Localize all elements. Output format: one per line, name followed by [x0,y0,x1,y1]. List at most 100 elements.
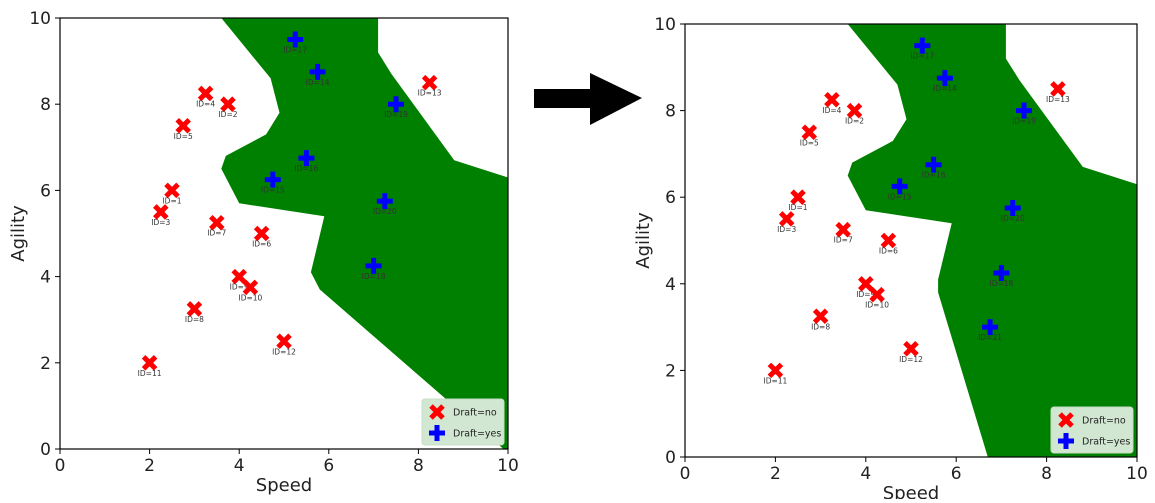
data-point-yes [264,171,281,188]
data-point-yes [309,63,326,80]
point-label: ID=1 [788,203,807,212]
data-point-no [801,124,818,141]
data-point-no [242,279,259,296]
legend-label: Draft=no [453,408,497,419]
point-label: ID=11 [138,369,162,378]
y-tick-label: 6 [665,188,676,208]
y-tick-label: 10 [29,9,51,29]
point-label: ID=16 [294,164,318,173]
scatter-chart-before: 0 2 4 6 8 10 0 2 4 6 8 10 Speed Agility ID=1 ID=2 ID=3 ID… [8,9,519,496]
right-arrow-icon [534,73,642,125]
y-tick-label: 0 [665,448,676,468]
data-point-no [153,204,169,220]
point-label: ID=17 [283,46,307,55]
data-point-no [253,225,270,242]
data-point-no [141,355,158,371]
data-point-no [209,214,225,231]
point-label: ID=6 [252,240,271,249]
point-label: ID=8 [811,322,830,331]
data-point-no [846,102,863,119]
point-label: ID=5 [174,132,193,141]
data-point-no [175,117,191,134]
data-point-no [197,85,214,102]
plot-frame [59,17,509,450]
data-point-yes [891,178,908,195]
point-label: ID=21 [978,333,1002,342]
y-tick-label: 0 [40,440,51,460]
point-label: ID=2 [218,110,237,119]
point-label: ID=12 [899,355,923,364]
x-tick-label: 2 [770,464,781,484]
data-point-yes [376,193,393,210]
point-label: ID=4 [196,99,215,108]
x-tick-label: 10 [1126,464,1148,484]
data-point-no [790,189,806,205]
legend-marker-no [1058,412,1074,428]
point-label: ID=2 [845,117,864,126]
point-label: ID=20 [373,207,397,216]
plot-frame [684,23,1138,458]
legend-label: Draft=yes [453,429,501,440]
data-point-no [858,276,874,292]
y-tick-label: 4 [665,275,676,295]
point-label: ID=16 [922,171,946,180]
x-tick-label: 10 [497,456,519,476]
legend: Draft=no Draft=yes [1050,406,1134,454]
data-point-no [869,286,885,303]
point-label: ID=15 [261,186,285,195]
data-point-yes [1004,200,1021,217]
data-point-yes [298,150,315,167]
point-label: ID=3 [777,225,796,234]
data-point-no [778,211,795,227]
point-label: ID=7 [207,229,226,238]
point-label: ID=17 [910,52,934,61]
data-point-no [835,221,851,238]
data-point-yes [925,156,942,173]
data-point-no [231,268,247,285]
x-tick-label: 4 [860,464,871,484]
point-label: ID=13 [418,89,442,98]
x-tick-label: 2 [144,456,155,476]
point-label: ID=1 [162,196,181,205]
point-label: ID=9 [856,290,875,299]
decision-region [221,18,508,449]
data-point-no [186,301,203,317]
point-label: ID=9 [230,283,249,292]
legend-marker-yes [429,425,445,441]
y-tick-label: 6 [40,181,51,201]
y-tick-label: 8 [40,95,51,115]
right-arrow-shape [534,73,642,125]
data-point-yes [993,264,1010,281]
point-label: ID=11 [763,376,787,385]
data-point-no [812,308,829,325]
point-label: ID=12 [272,347,296,356]
point-label: ID=19 [1012,117,1036,126]
point-label: ID=20 [1001,214,1025,223]
x-tick-label: 6 [951,464,962,484]
y-tick-label: 10 [654,15,676,35]
data-point-no [767,362,784,379]
x-axis-title: Speed [256,475,312,496]
y-tick-label: 8 [665,102,676,122]
data-point-yes [287,31,304,48]
y-axis-title: Agility [633,212,654,269]
data-point-yes [914,37,931,54]
x-tick-label: 4 [234,456,245,476]
point-label: ID=18 [989,279,1013,288]
data-point-no [421,74,438,91]
legend-marker-yes [1058,433,1074,449]
decision-region [847,24,1137,457]
point-label: ID=5 [800,138,819,147]
point-label: ID=4 [822,106,841,115]
y-tick-label: 4 [40,268,51,288]
data-point-yes [936,70,953,87]
x-tick-label: 6 [323,456,334,476]
data-point-no [164,182,180,199]
data-point-no [880,232,897,249]
point-label: ID=6 [879,247,898,256]
x-tick-label: 0 [55,456,66,476]
data-point-yes [982,319,999,336]
point-label: ID=14 [306,78,330,87]
data-point-yes [365,257,382,274]
